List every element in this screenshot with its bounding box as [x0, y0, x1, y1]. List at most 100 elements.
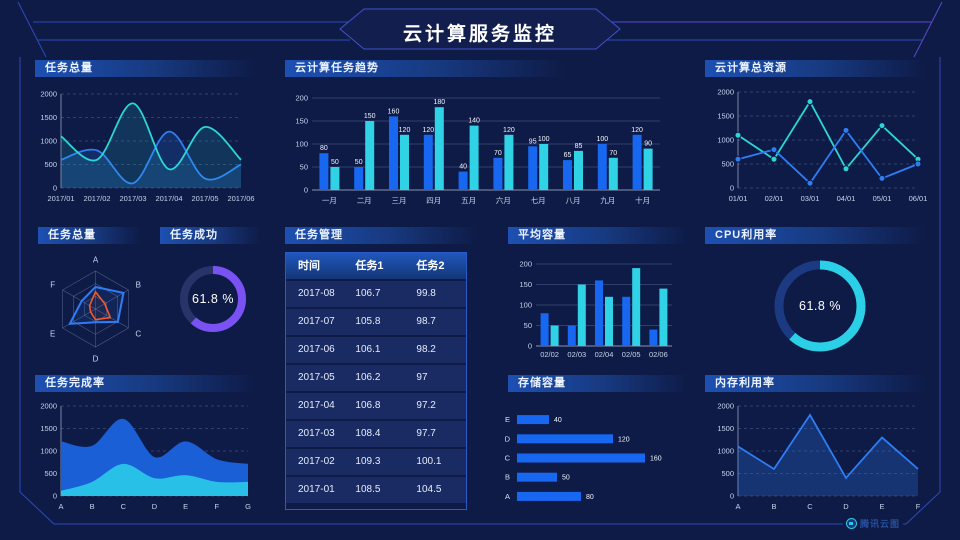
- svg-text:E: E: [50, 330, 55, 339]
- svg-text:120: 120: [503, 127, 515, 134]
- svg-text:180: 180: [433, 99, 445, 106]
- table-cell: 108.4: [355, 428, 381, 439]
- svg-text:1000: 1000: [40, 137, 57, 146]
- table-cell: 98.7: [416, 316, 436, 327]
- svg-text:C: C: [807, 502, 813, 511]
- storage-hbars-svg: E 40 D 120 C 160 B 50 A 80: [505, 415, 662, 501]
- task-total-line-svg: 0 500 1000 1500 2000 2017/01 2017/02 2017/03 201…: [40, 90, 254, 204]
- cpu-usage-donut: 61.8 %: [762, 252, 878, 360]
- svg-text:B: B: [136, 280, 141, 289]
- svg-text:100: 100: [538, 136, 550, 143]
- svg-text:F: F: [916, 502, 921, 511]
- page-title: 云计算服务监控: [402, 24, 557, 45]
- panel-title-task-success: 任务成功: [160, 227, 260, 244]
- table-cell: 98.2: [416, 344, 436, 355]
- avg-capacity-bars-svg: 0 50 100 150 200 02/02 02/03 02/04 02/05 02/06: [519, 260, 672, 359]
- svg-text:80: 80: [320, 145, 328, 152]
- svg-text:0: 0: [528, 342, 532, 351]
- task-success-donut: 61.8 %: [168, 256, 258, 342]
- panel-title-total-resources: 云计算总资源: [705, 60, 925, 77]
- table-row: 2017-05 106.2 97: [286, 365, 466, 391]
- svg-text:02/01: 02/01: [765, 194, 784, 203]
- svg-text:二月: 二月: [357, 196, 372, 205]
- svg-text:100: 100: [519, 301, 532, 310]
- table-cell: 100.1: [416, 456, 442, 467]
- avg-capacity-bar-chart: 0 50 100 150 200 02/02 02/03 02/04 02/05 02/06: [508, 252, 680, 362]
- svg-text:1500: 1500: [40, 113, 57, 122]
- cpu-donut-svg: [774, 260, 866, 352]
- svg-text:200: 200: [295, 94, 308, 103]
- table-cell: 2017-07: [298, 316, 335, 327]
- svg-text:120: 120: [399, 127, 411, 134]
- svg-text:2017/01: 2017/01: [47, 194, 74, 203]
- svg-text:0: 0: [730, 184, 734, 193]
- watermark-label: 腾讯云图: [860, 519, 901, 529]
- svg-text:A: A: [93, 256, 99, 265]
- table-cell: 2017-02: [298, 456, 335, 467]
- memory-line-svg: 0 500 1000 1500 2000 A B C D E F: [717, 402, 921, 512]
- svg-text:2017/03: 2017/03: [119, 194, 146, 203]
- svg-text:50: 50: [331, 159, 339, 166]
- svg-text:2017/05: 2017/05: [191, 194, 218, 203]
- svg-text:120: 120: [618, 436, 630, 443]
- tencent-cloud-watermark: 腾讯云图: [843, 516, 904, 531]
- table-cell: 2017-08: [298, 288, 335, 299]
- svg-text:200: 200: [519, 260, 532, 269]
- table-cell: 109.3: [355, 456, 381, 467]
- table-cell: 106.7: [355, 288, 381, 299]
- svg-text:80: 80: [586, 494, 594, 501]
- svg-text:2017/06: 2017/06: [227, 194, 254, 203]
- svg-text:0: 0: [304, 186, 308, 195]
- svg-text:1000: 1000: [717, 447, 734, 456]
- svg-text:90: 90: [644, 141, 652, 148]
- table-row: 2017-02 109.3 100.1: [286, 449, 466, 475]
- svg-text:0: 0: [730, 492, 734, 501]
- panel-title-task-management: 任务管理: [285, 227, 477, 244]
- svg-text:D: D: [843, 502, 849, 511]
- svg-text:C: C: [505, 454, 511, 463]
- svg-text:F: F: [50, 280, 55, 289]
- svg-text:50: 50: [562, 475, 570, 482]
- table-row: 2017-03 108.4 97.7: [286, 421, 466, 447]
- svg-text:D: D: [93, 354, 99, 363]
- svg-text:500: 500: [721, 469, 734, 478]
- table-cell: 99.8: [416, 288, 436, 299]
- svg-text:E: E: [879, 502, 884, 511]
- table-row: 2017-01 108.5 104.5: [286, 477, 466, 503]
- svg-text:D: D: [505, 434, 511, 443]
- svg-text:1000: 1000: [40, 447, 57, 456]
- svg-text:1000: 1000: [717, 136, 734, 145]
- svg-text:G: G: [245, 502, 251, 511]
- svg-text:100: 100: [295, 140, 308, 149]
- panel-title-storage-capacity: 存储容量: [508, 375, 688, 392]
- svg-text:0: 0: [53, 184, 57, 193]
- svg-text:D: D: [152, 502, 158, 511]
- svg-text:50: 50: [355, 159, 363, 166]
- total-resources-line-chart: 0 500 1000 1500 2000 01/01 02/01 03/01 04/01 05/0…: [708, 84, 930, 206]
- table-header-row: 时间 任务1 任务2: [286, 253, 466, 279]
- svg-text:0: 0: [53, 492, 57, 501]
- total-resources-line-svg: 0 500 1000 1500 2000 01/01 02/01 03/01 04/01 05/0…: [717, 88, 928, 204]
- svg-text:120: 120: [422, 127, 434, 134]
- svg-text:E: E: [183, 502, 188, 511]
- svg-text:1500: 1500: [40, 424, 57, 433]
- svg-text:160: 160: [650, 456, 662, 463]
- svg-text:500: 500: [44, 160, 57, 169]
- task-success-donut-svg: [180, 266, 246, 332]
- panel-title-memory-usage: 内存利用率: [705, 375, 925, 392]
- table-column-header: 任务2: [416, 260, 445, 272]
- svg-text:一月: 一月: [322, 196, 337, 205]
- table-cell: 2017-06: [298, 344, 335, 355]
- task-completion-area-svg: 0 500 1000 1500 2000 A B C D E F G: [40, 402, 251, 512]
- table-cell: 2017-04: [298, 400, 335, 411]
- svg-text:03/01: 03/01: [801, 194, 820, 203]
- svg-text:50: 50: [524, 321, 532, 330]
- table-row: 2017-08 106.7 99.8: [286, 281, 466, 307]
- table-cell: 2017-05: [298, 372, 335, 383]
- table-cell: 104.5: [416, 484, 442, 495]
- svg-text:F: F: [215, 502, 220, 511]
- svg-text:06/01: 06/01: [909, 194, 928, 203]
- svg-text:A: A: [58, 502, 63, 511]
- svg-text:70: 70: [609, 150, 617, 157]
